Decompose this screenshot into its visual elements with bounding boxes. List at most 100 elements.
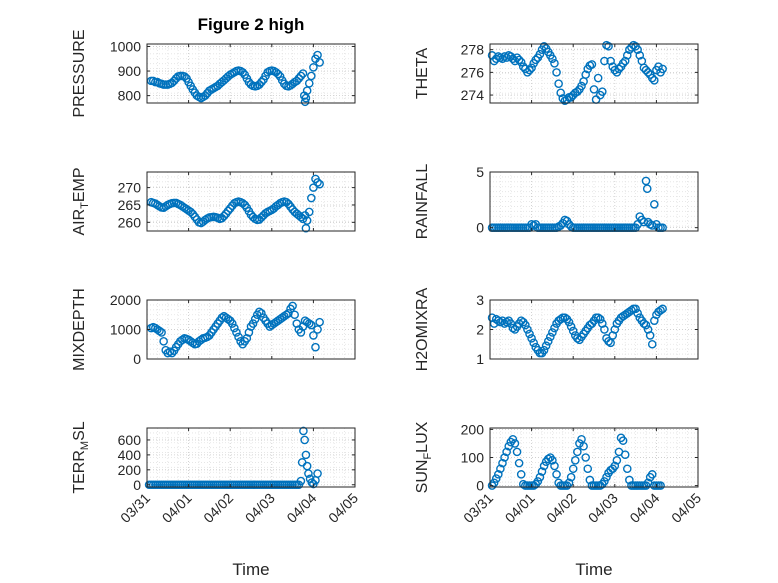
data-point (556, 314, 566, 324)
y-tick-label: 276 (461, 64, 485, 80)
data-point (514, 458, 524, 468)
data-point (313, 325, 322, 334)
data-point (606, 338, 615, 348)
y-tick-label: 900 (118, 63, 142, 79)
data-point (620, 56, 630, 66)
y-axis-label: RAINFALL (414, 164, 431, 240)
data-point (498, 458, 507, 468)
data-point (307, 320, 316, 330)
axes-box (489, 171, 699, 232)
data-point (498, 54, 507, 64)
y-axis-label: THETA (414, 48, 431, 100)
data-point (311, 342, 320, 352)
data-point (508, 434, 518, 444)
x-tick-label: 04/05 (325, 490, 361, 526)
data-point (639, 319, 649, 328)
x-tick-label: 03/31 (117, 490, 153, 526)
data-point (650, 76, 659, 85)
y-axis-label: H2OMIXRA (414, 287, 431, 371)
data-point (510, 439, 520, 448)
data-point (564, 317, 574, 327)
data-point (587, 60, 597, 69)
x-tick-label: 04/03 (585, 490, 621, 526)
data-point (543, 336, 553, 346)
data-point (302, 216, 312, 225)
data-point (313, 178, 322, 187)
data-point (643, 68, 653, 77)
data-point (238, 67, 247, 77)
x-axis-label-left: Time (232, 560, 269, 579)
data-point (556, 88, 566, 98)
data-point (232, 328, 241, 337)
data-point (309, 63, 318, 72)
plot-area (490, 172, 698, 231)
data-point (309, 183, 318, 192)
data-point (610, 461, 620, 471)
y-tick-label: 0 (133, 351, 141, 367)
data-point (494, 470, 503, 479)
data-point (647, 339, 657, 349)
data-point (491, 474, 501, 483)
y-tick-label: 100 (461, 450, 485, 466)
data-point (157, 328, 166, 337)
data-point (658, 64, 667, 74)
data-point (568, 464, 578, 474)
data-point (525, 329, 534, 339)
data-point (583, 464, 593, 474)
data-point (552, 68, 561, 77)
data-point (230, 323, 239, 333)
data-point (622, 51, 632, 60)
data-point (658, 304, 667, 314)
axes-box (146, 427, 356, 488)
data-point (300, 97, 310, 107)
data-point (589, 85, 599, 94)
data-point (568, 326, 578, 336)
data-point (200, 91, 210, 100)
x-tick-label: 04/01 (502, 490, 538, 526)
data-point (309, 331, 318, 340)
data-point (315, 317, 324, 327)
data-point (633, 45, 642, 54)
data-point (516, 470, 526, 479)
data-point (250, 314, 260, 324)
axes-box (489, 43, 699, 104)
data-point (304, 469, 313, 478)
data-point (539, 345, 549, 355)
panel-sun-flux: 0 100 200 03/31 04/01 04/02 04/03 04/04 04/05 SUN… (414, 421, 704, 526)
data-point (581, 453, 590, 462)
y-tick-label: 200 (118, 462, 142, 478)
data-point (273, 69, 283, 79)
data-point (315, 58, 324, 67)
data-point (552, 470, 561, 479)
data-point (508, 323, 518, 333)
data-point (502, 447, 511, 457)
data-point (647, 470, 657, 479)
y-axis-label: SUNFLUX (414, 421, 434, 493)
data-point (633, 308, 642, 318)
data-series (146, 301, 324, 358)
data-point (500, 453, 509, 462)
data-point (645, 331, 655, 340)
data-point (593, 73, 603, 83)
y-tick-label: 5 (476, 164, 484, 180)
data-point (167, 348, 177, 358)
grid (146, 428, 356, 487)
data-point (656, 306, 665, 315)
data-series (144, 426, 322, 490)
y-tick-label: 270 (118, 180, 142, 196)
x-tick-label: 03/31 (460, 490, 496, 526)
data-point (641, 320, 651, 330)
data-point (186, 207, 195, 217)
data-point (610, 65, 620, 75)
data-point (564, 478, 574, 488)
data-point (600, 325, 609, 334)
data-point (159, 336, 168, 346)
data-point (595, 314, 605, 324)
data-point (527, 63, 536, 73)
data-series (146, 174, 324, 233)
data-point (539, 461, 549, 471)
data-point (298, 69, 308, 78)
data-point (255, 80, 264, 89)
